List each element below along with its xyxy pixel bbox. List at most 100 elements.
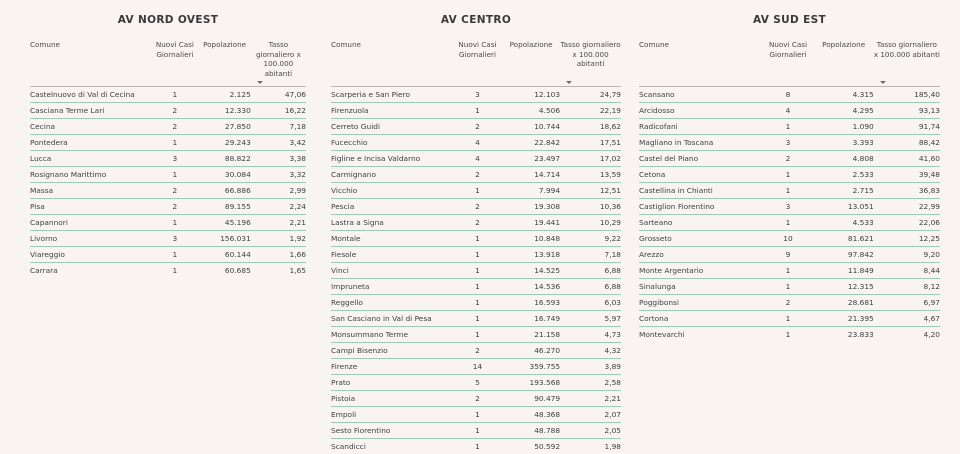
cell-popolazione: 4.295 bbox=[814, 103, 874, 119]
column-header-tasso[interactable]: Tasso giornaliero x 100.000 abitanti bbox=[874, 40, 940, 87]
column-header-nuovi-casi[interactable]: Nuovi Casi Giornalieri bbox=[151, 40, 198, 87]
cell-popolazione: 4.315 bbox=[814, 87, 874, 103]
cell-popolazione: 12.103 bbox=[502, 87, 560, 103]
cell-popolazione: 359.755 bbox=[502, 359, 560, 375]
cell-nuovi-casi: 1 bbox=[151, 167, 198, 183]
cell-comune: Arcidosso bbox=[639, 103, 762, 119]
cell-popolazione: 12.330 bbox=[198, 103, 250, 119]
cell-nuovi-casi: 2 bbox=[762, 151, 813, 167]
cell-comune: Castel del Piano bbox=[639, 151, 762, 167]
cell-tasso: 2,24 bbox=[251, 199, 306, 215]
cell-nuovi-casi: 9 bbox=[762, 247, 813, 263]
cell-popolazione: 7.994 bbox=[502, 183, 560, 199]
cell-tasso: 2,21 bbox=[560, 391, 621, 407]
cell-nuovi-casi: 1 bbox=[762, 215, 813, 231]
cell-comune: Montevarchi bbox=[639, 327, 762, 343]
cell-popolazione: 16.593 bbox=[502, 295, 560, 311]
column-header-comune[interactable]: Comune bbox=[639, 40, 762, 87]
cell-nuovi-casi: 3 bbox=[151, 231, 198, 247]
sort-descending-caret-icon[interactable] bbox=[566, 81, 572, 84]
sort-descending-caret-icon[interactable] bbox=[257, 81, 263, 84]
column-header-comune[interactable]: Comune bbox=[331, 40, 453, 87]
cell-popolazione: 12.315 bbox=[814, 279, 874, 295]
column-header-popolazione[interactable]: Popolazione bbox=[502, 40, 560, 87]
cell-nuovi-casi: 1 bbox=[151, 263, 198, 279]
column-header-comune[interactable]: Comune bbox=[30, 40, 151, 87]
cell-nuovi-casi: 3 bbox=[453, 87, 502, 103]
column-header-nuovi-casi[interactable]: Nuovi Casi Giornalieri bbox=[453, 40, 502, 87]
cell-comune: Carrara bbox=[30, 263, 151, 279]
column-header-tasso[interactable]: Tasso giornaliero x 100.000 abitanti bbox=[560, 40, 621, 87]
sort-descending-caret-icon[interactable] bbox=[880, 81, 886, 84]
cell-nuovi-casi: 1 bbox=[762, 119, 813, 135]
column-header-popolazione[interactable]: Popolazione bbox=[814, 40, 874, 87]
panel-av-nord-ovest: AV NORD OVEST Comune Nuovi Casi Giornali… bbox=[0, 0, 326, 411]
cell-comune: Poggibonsi bbox=[639, 295, 762, 311]
cell-nuovi-casi: 2 bbox=[453, 215, 502, 231]
column-header-popolazione[interactable]: Popolazione bbox=[198, 40, 250, 87]
cell-nuovi-casi: 1 bbox=[453, 279, 502, 295]
cell-popolazione: 60.144 bbox=[198, 247, 250, 263]
cell-popolazione: 81.621 bbox=[814, 231, 874, 247]
cell-tasso: 10,36 bbox=[560, 199, 621, 215]
cell-nuovi-casi: 1 bbox=[762, 279, 813, 295]
cell-tasso: 91,74 bbox=[874, 119, 940, 135]
cell-tasso: 93,13 bbox=[874, 103, 940, 119]
cell-nuovi-casi: 4 bbox=[453, 151, 502, 167]
column-header-nuovi-casi[interactable]: Nuovi Casi Giornalieri bbox=[762, 40, 813, 87]
cell-nuovi-casi: 1 bbox=[453, 295, 502, 311]
column-header-tasso[interactable]: Tasso giornaliero x 100.000 abitanti bbox=[251, 40, 306, 87]
